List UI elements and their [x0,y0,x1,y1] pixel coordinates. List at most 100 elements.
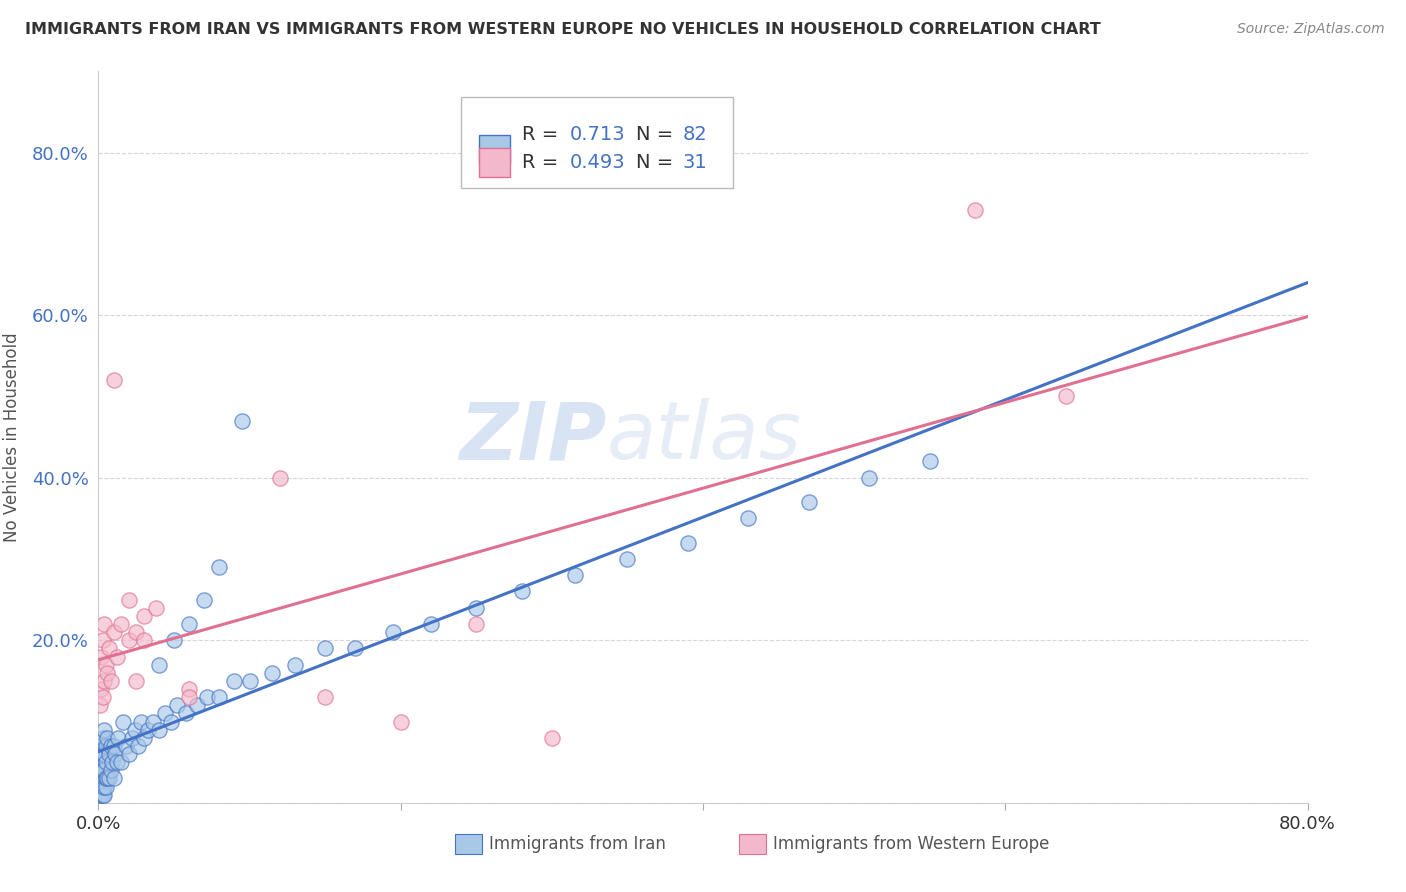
Point [208,560,231,574]
Point [93,747,115,761]
Point [142,714,165,729]
Point [90,755,112,769]
Point [465,600,488,615]
Point [193,592,215,607]
Point [269,471,291,485]
Text: R =: R = [522,126,564,145]
Point [118,633,141,648]
Point [89,788,111,802]
Point [91,764,114,778]
Text: 31: 31 [682,153,707,172]
Point [262,665,284,680]
Y-axis label: No Vehicles in Household: No Vehicles in Household [3,332,21,542]
Text: 0.713: 0.713 [569,126,626,145]
Point [118,592,141,607]
Point [125,673,148,688]
Text: ZIP: ZIP [458,398,606,476]
FancyBboxPatch shape [479,148,509,178]
Point [148,723,170,737]
Point [179,617,201,632]
Text: IMMIGRANTS FROM IRAN VS IMMIGRANTS FROM WESTERN EUROPE NO VEHICLES IN HOUSEHOLD : IMMIGRANTS FROM IRAN VS IMMIGRANTS FROM … [25,22,1101,37]
Point [94,780,117,794]
Point [166,698,188,713]
Point [105,755,128,769]
Point [132,731,155,745]
Point [90,780,112,794]
Point [90,739,112,753]
Point [231,414,253,428]
Point [90,764,112,778]
Point [127,739,149,753]
Point [114,739,136,753]
Point [103,373,125,387]
Point [132,608,155,623]
Point [918,454,941,468]
Point [124,723,146,737]
Point [382,625,405,640]
Point [100,673,122,688]
Point [96,772,118,786]
Point [100,764,122,778]
FancyBboxPatch shape [740,833,766,854]
Text: N =: N = [637,126,681,145]
FancyBboxPatch shape [479,135,509,164]
Point [98,641,121,656]
Point [129,714,152,729]
Point [153,706,176,721]
Point [195,690,218,705]
Point [93,764,115,778]
Point [103,772,125,786]
Point [89,764,111,778]
Point [93,723,115,737]
Point [160,714,183,729]
Point [91,772,114,786]
Point [107,731,129,745]
Point [208,690,231,705]
Point [91,747,114,761]
Point [98,747,121,761]
Point [89,755,111,769]
Point [118,747,141,761]
Point [96,665,118,680]
Text: Source: ZipAtlas.com: Source: ZipAtlas.com [1237,22,1385,37]
Point [103,739,125,753]
Point [132,633,155,648]
Point [91,690,114,705]
Text: Immigrants from Western Europe: Immigrants from Western Europe [773,835,1049,853]
Point [93,673,115,688]
Point [616,552,638,566]
Point [91,633,114,648]
Point [94,755,117,769]
Point [174,706,197,721]
Point [93,780,115,794]
Point [94,772,117,786]
Point [676,535,699,549]
Point [93,788,115,802]
Point [148,657,170,672]
Point [94,739,117,753]
Point [284,657,307,672]
Point [89,698,111,713]
Point [965,202,987,217]
Point [179,681,201,696]
Point [89,772,111,786]
Text: Immigrants from Iran: Immigrants from Iran [489,835,666,853]
Point [314,690,336,705]
Point [1054,389,1077,403]
Point [90,780,112,794]
Point [89,780,111,794]
Point [239,673,262,688]
Point [344,641,367,656]
Point [104,747,127,761]
Point [94,657,117,672]
FancyBboxPatch shape [461,97,734,188]
Point [91,780,114,794]
Point [111,714,134,729]
Point [101,755,124,769]
Point [90,772,112,786]
Text: 82: 82 [682,126,707,145]
Point [186,698,208,713]
Point [105,649,128,664]
Point [737,511,759,525]
Point [314,641,336,656]
